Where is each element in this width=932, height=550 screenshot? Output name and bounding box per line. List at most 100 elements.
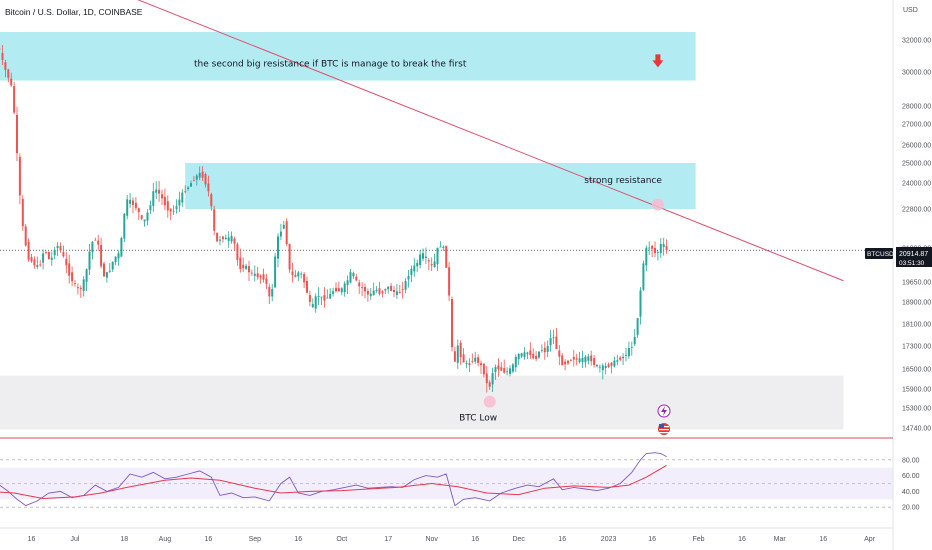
- candle-body: [552, 337, 555, 339]
- candle-body: [163, 196, 166, 206]
- candle-body: [219, 239, 221, 241]
- candle-body: [0, 48, 1, 50]
- candle-body: [91, 241, 94, 252]
- candle-body: [427, 260, 430, 262]
- candle-body: [451, 298, 453, 348]
- price-tick-label: 19650.00: [902, 280, 931, 287]
- candle-body: [482, 363, 485, 375]
- candle-body: [630, 346, 633, 348]
- price-tick-label: 15300.00: [902, 406, 931, 413]
- candle-body: [497, 365, 500, 370]
- candle-body: [62, 252, 65, 257]
- candle-body: [442, 246, 445, 248]
- candle-body: [401, 289, 404, 290]
- candle-body: [4, 62, 7, 71]
- candle-body: [561, 355, 564, 366]
- candle-body: [291, 271, 294, 276]
- candle-body: [146, 212, 149, 221]
- candle-body: [625, 354, 627, 356]
- candle-body: [329, 293, 332, 299]
- time-tick-label: 16: [819, 536, 827, 543]
- candle-body: [134, 202, 137, 209]
- candle-body: [404, 280, 407, 290]
- candle-body: [108, 270, 111, 272]
- candle-body: [636, 318, 639, 335]
- candle-body: [581, 357, 584, 363]
- candle-body: [242, 264, 245, 269]
- countdown-value: 03:51:30: [899, 260, 925, 267]
- candle-body: [422, 253, 424, 259]
- candle-body: [572, 356, 575, 360]
- rsi-line: [0, 452, 667, 507]
- time-tick-label: Aug: [159, 536, 172, 543]
- candle-body: [610, 362, 613, 366]
- candle-body: [584, 356, 587, 363]
- candle-body: [555, 336, 558, 349]
- ticker-tag-bg: [865, 248, 893, 259]
- candle-body: [665, 246, 668, 250]
- candle-body: [419, 254, 422, 266]
- candle-body: [76, 287, 79, 289]
- time-tick-label: Apr: [864, 536, 876, 543]
- candle-body: [187, 187, 190, 189]
- candle-body: [517, 353, 520, 360]
- time-axis[interactable]: 16 Jul 18 Aug 16 Sep 16 Oct 17 Nov 16 Dec 16 2023 16 Fe…: [28, 536, 876, 543]
- strong-resistance-note: strong resistance: [584, 176, 662, 186]
- rsi-axis[interactable]: 80.00 60.00 40.00 20.00: [902, 457, 920, 511]
- us-flag-icon[interactable]: [658, 423, 670, 435]
- candle-body: [453, 351, 456, 362]
- candle-body: [248, 266, 250, 273]
- time-tick-label: Jul: [71, 536, 80, 543]
- candle-body: [256, 273, 259, 278]
- btc-low-label: BTC Low: [459, 414, 497, 424]
- candle-body: [94, 239, 97, 241]
- candle-body: [474, 357, 477, 362]
- candle-body: [340, 288, 343, 293]
- candle-body: [24, 226, 27, 246]
- candle-body: [7, 69, 10, 78]
- time-tick-label: 16: [648, 536, 656, 543]
- rsi-lines-layer: [0, 452, 667, 507]
- candle-body: [65, 258, 68, 266]
- price-tick-label: 30000.00: [902, 70, 931, 77]
- price-tick-label: 16500.00: [902, 367, 931, 374]
- candle-body: [74, 283, 76, 284]
- candle-body: [337, 288, 340, 292]
- candle-body: [361, 286, 364, 288]
- candle-body: [230, 235, 233, 242]
- second-resistance-note: the second big resistance if BTC is mana…: [194, 59, 467, 69]
- candle-body: [648, 247, 651, 249]
- second-resistance-zone: [0, 32, 696, 81]
- lightning-icon[interactable]: [657, 404, 671, 418]
- candle-body: [39, 264, 42, 266]
- candle-body: [224, 237, 227, 240]
- candle-body: [239, 257, 242, 270]
- candle-body: [529, 350, 532, 356]
- candle-body: [155, 189, 158, 193]
- candle-body: [36, 265, 39, 267]
- candle-body: [326, 297, 329, 299]
- touch-point-marker: [651, 198, 664, 211]
- candle-body: [207, 183, 210, 192]
- time-tick-label: 16: [471, 536, 479, 543]
- ticker-label: BTCUSD: [867, 251, 894, 258]
- candle-body: [448, 267, 451, 296]
- candle-body: [262, 274, 265, 280]
- candle-body: [596, 365, 598, 367]
- candle-body: [143, 219, 146, 222]
- candle-body: [178, 199, 181, 206]
- candle-body: [181, 192, 184, 203]
- candle-body: [13, 86, 16, 113]
- candle-body: [346, 280, 349, 286]
- candle-body: [500, 367, 503, 371]
- rsi-ma-line: [0, 464, 667, 500]
- candle-body: [311, 304, 314, 308]
- price-axis[interactable]: 32000.00 30000.00 28000.00 27000.00 26000.00…: [902, 38, 931, 433]
- candle-body: [567, 360, 569, 364]
- candle-body: [233, 238, 236, 244]
- overlay-layer: the second big resistance if BTC is mana…: [137, 0, 844, 424]
- candle-body: [190, 183, 192, 187]
- candle-body: [323, 294, 326, 301]
